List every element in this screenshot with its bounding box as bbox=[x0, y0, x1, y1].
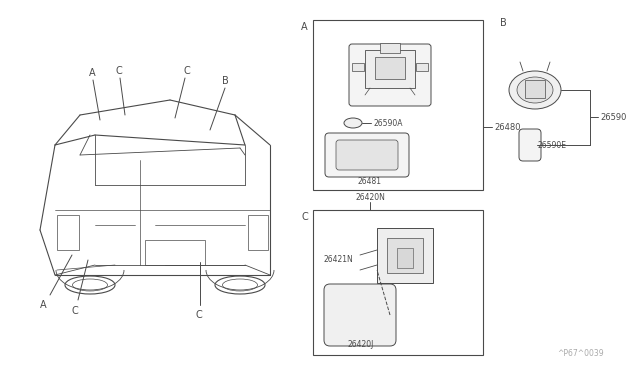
Text: C: C bbox=[183, 66, 189, 76]
Text: C: C bbox=[301, 212, 308, 222]
Bar bbox=[377, 228, 433, 283]
Ellipse shape bbox=[509, 71, 561, 109]
Text: C: C bbox=[72, 306, 79, 316]
Text: 26420J: 26420J bbox=[348, 340, 374, 349]
Bar bbox=[397, 248, 413, 268]
Bar bbox=[387, 238, 423, 273]
FancyBboxPatch shape bbox=[324, 284, 396, 346]
Text: 26590: 26590 bbox=[600, 112, 627, 122]
Text: B: B bbox=[222, 76, 228, 86]
Text: ^P67^0039: ^P67^0039 bbox=[557, 349, 604, 358]
Text: A: A bbox=[40, 300, 47, 310]
Bar bbox=[416, 63, 428, 71]
Text: B: B bbox=[500, 18, 507, 28]
Text: 26420N: 26420N bbox=[355, 193, 385, 202]
Text: 26480: 26480 bbox=[494, 123, 520, 132]
Bar bbox=[525, 80, 545, 98]
FancyBboxPatch shape bbox=[519, 129, 541, 161]
Ellipse shape bbox=[517, 77, 553, 103]
Text: A: A bbox=[301, 22, 308, 32]
Bar bbox=[365, 50, 415, 88]
Text: A: A bbox=[89, 68, 95, 78]
Bar bbox=[380, 43, 400, 53]
FancyBboxPatch shape bbox=[325, 133, 409, 177]
Text: 26590A: 26590A bbox=[373, 119, 403, 128]
Text: C: C bbox=[196, 310, 203, 320]
Text: C: C bbox=[116, 66, 123, 76]
Text: 26421N: 26421N bbox=[323, 255, 353, 264]
FancyBboxPatch shape bbox=[349, 44, 431, 106]
Bar bbox=[57, 215, 79, 250]
Text: 26481: 26481 bbox=[357, 177, 381, 186]
Bar bbox=[313, 20, 483, 190]
Ellipse shape bbox=[344, 118, 362, 128]
Bar bbox=[352, 63, 364, 71]
Bar bbox=[145, 240, 205, 265]
Text: 26590E: 26590E bbox=[538, 141, 567, 151]
Bar bbox=[375, 57, 405, 79]
Bar bbox=[248, 215, 268, 250]
FancyBboxPatch shape bbox=[336, 140, 398, 170]
Bar bbox=[313, 210, 483, 355]
